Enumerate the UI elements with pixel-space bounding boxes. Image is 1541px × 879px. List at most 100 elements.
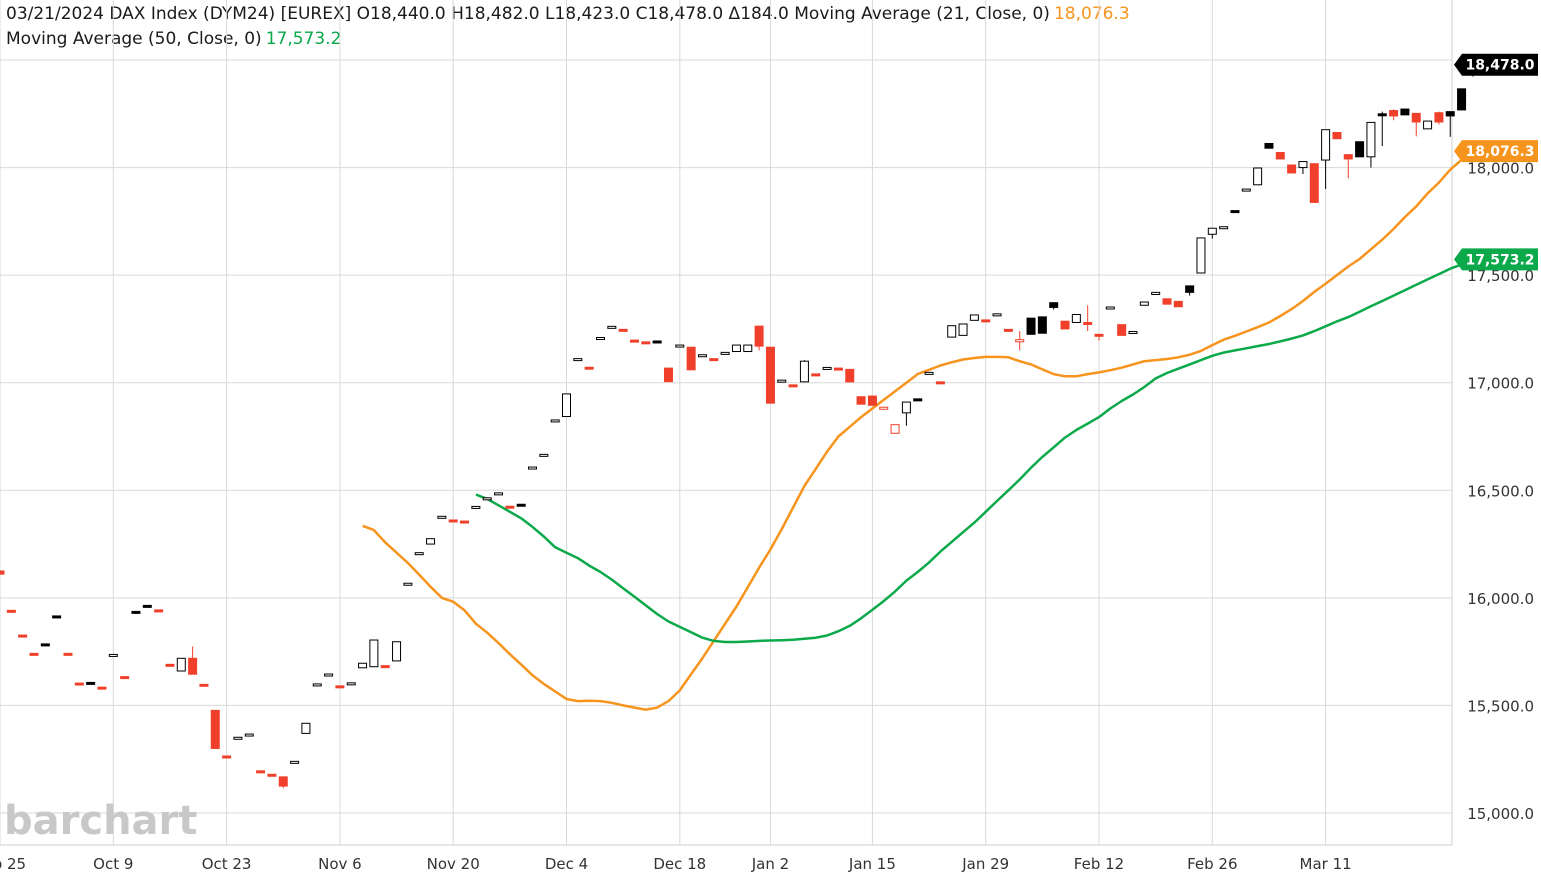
candle-body: [471, 505, 481, 509]
candle: [731, 344, 741, 353]
candle: [573, 358, 583, 362]
candle-body: [131, 610, 141, 614]
candle: [811, 373, 821, 377]
candle: [335, 685, 345, 689]
candle: [1377, 111, 1387, 147]
candle-body: [1105, 306, 1115, 310]
x-tick-label: Oct 23: [202, 855, 252, 873]
candle-body: [108, 653, 118, 657]
candle-body: [652, 340, 662, 344]
candle: [40, 643, 50, 647]
candle-body: [663, 367, 673, 383]
candle-body: [290, 760, 300, 764]
candle-body: [765, 346, 775, 404]
candle: [233, 736, 243, 740]
y-tick-label: 17,500.0: [1467, 267, 1534, 285]
candle-body: [1173, 300, 1183, 308]
candle-body: [312, 683, 322, 687]
candle-body: [1162, 298, 1172, 305]
candle-body: [1355, 141, 1365, 158]
candle-body: [142, 604, 152, 608]
candle: [697, 354, 707, 358]
candle-body: [1332, 132, 1342, 140]
candle: [1037, 316, 1047, 334]
candle-body: [210, 709, 220, 749]
candle: [1049, 302, 1059, 310]
candle: [913, 398, 923, 402]
candle: [482, 497, 492, 501]
x-tick-label: Nov 20: [427, 855, 480, 873]
candle: [1003, 328, 1013, 332]
candle: [52, 615, 62, 619]
candle: [1253, 167, 1263, 186]
candle-body: [233, 736, 243, 740]
candle: [562, 393, 571, 417]
candle-body: [1049, 302, 1059, 308]
price-tag-label: 18,076.3: [1465, 144, 1534, 160]
candle: [1355, 141, 1365, 158]
candle: [1457, 88, 1467, 111]
candle-body: [1083, 321, 1093, 325]
candle-body: [267, 773, 277, 777]
candle-body: [86, 681, 96, 685]
candle: [358, 662, 368, 669]
candle: [244, 733, 254, 737]
x-tick-label: Nov 6: [318, 855, 362, 873]
candle: [1366, 121, 1376, 168]
candle-body: [811, 373, 821, 377]
x-tick-label: Sep 25: [0, 855, 26, 873]
candle-body: [686, 346, 696, 371]
candle-body: [188, 657, 198, 675]
candle: [788, 384, 798, 388]
price-tag-shape: [1454, 140, 1538, 163]
candle: [1434, 111, 1444, 125]
candle: [1105, 306, 1115, 310]
candle-body: [97, 686, 107, 690]
candle-body: [1185, 285, 1195, 293]
candle: [641, 341, 651, 345]
candle-body: [867, 395, 877, 406]
candle: [629, 339, 639, 343]
candle-body: [1026, 317, 1036, 335]
candle: [131, 610, 141, 614]
candle: [448, 519, 458, 523]
candle-body: [199, 683, 209, 687]
candle-body: [1434, 112, 1444, 123]
candle-body: [516, 503, 526, 507]
candle: [6, 609, 16, 613]
x-tick-label: Feb 12: [1074, 855, 1124, 873]
candle-body: [1321, 129, 1331, 161]
candle-body: [618, 328, 628, 332]
candle: [799, 360, 809, 383]
candle: [1230, 210, 1240, 214]
candle: [584, 366, 594, 370]
candle-body: [1128, 331, 1138, 335]
candle: [403, 582, 413, 586]
x-tick-label: Dec 18: [653, 855, 706, 873]
candle-body: [550, 419, 560, 423]
candle-body: [1457, 88, 1467, 111]
candle: [301, 722, 311, 734]
ma21-line: [362, 150, 1474, 711]
candle-body: [777, 379, 787, 383]
candle-body: [788, 384, 798, 388]
header-ohlc-line: 03/21/2024 DAX Index (DYM24) [EUREX] O18…: [6, 4, 1130, 24]
x-tick-label: Jan 2: [751, 855, 789, 873]
candle-body: [1071, 314, 1081, 323]
price-tag: 18,478.0: [1454, 53, 1538, 76]
candle: [460, 520, 470, 524]
candle: [935, 381, 945, 385]
candle: [97, 686, 107, 690]
price-tag-shape: [1454, 248, 1538, 271]
candle: [188, 646, 198, 675]
candle-body: [1445, 111, 1455, 117]
price-tag-label: 18,478.0: [1465, 58, 1534, 74]
candle-body: [799, 360, 809, 383]
x-tick-label: Jan 15: [848, 855, 896, 873]
candle: [901, 401, 911, 426]
candle: [346, 682, 356, 686]
candle: [1060, 320, 1070, 330]
candle: [437, 515, 447, 519]
header-ma50-line: Moving Average (50, Close, 0) 17,573.2: [6, 29, 341, 49]
